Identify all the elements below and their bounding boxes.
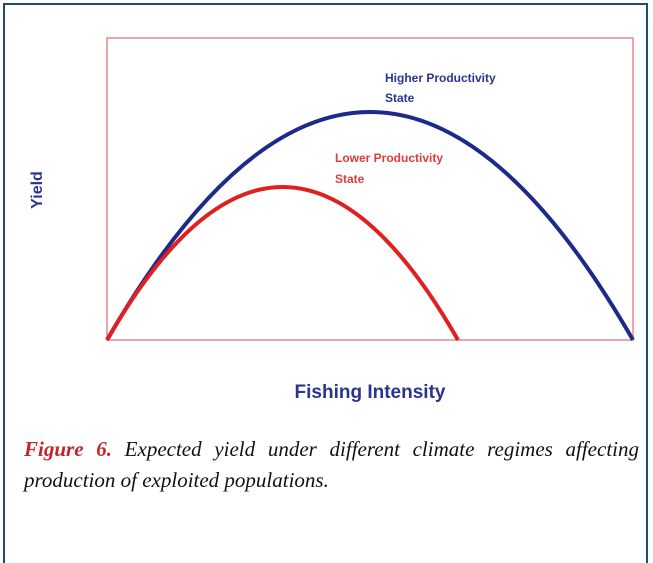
curve-label: State [335, 172, 365, 186]
lower-curve [105, 185, 460, 341]
caption-text: Expected yield under different climate r… [24, 437, 639, 492]
frame [3, 3, 648, 563]
x-axis-label: Fishing Intensity [295, 382, 446, 403]
y-axis-label: Yield [29, 171, 46, 209]
curve-label: Lower Productivity [335, 151, 443, 165]
curve-label: Higher Productivity [385, 71, 496, 85]
caption-label: Figure 6. [24, 437, 112, 461]
plot-box [106, 37, 634, 341]
caption: Figure 6. Expected yield under different… [24, 434, 639, 496]
higher-curve [105, 110, 635, 341]
curve-label: State [385, 91, 415, 105]
